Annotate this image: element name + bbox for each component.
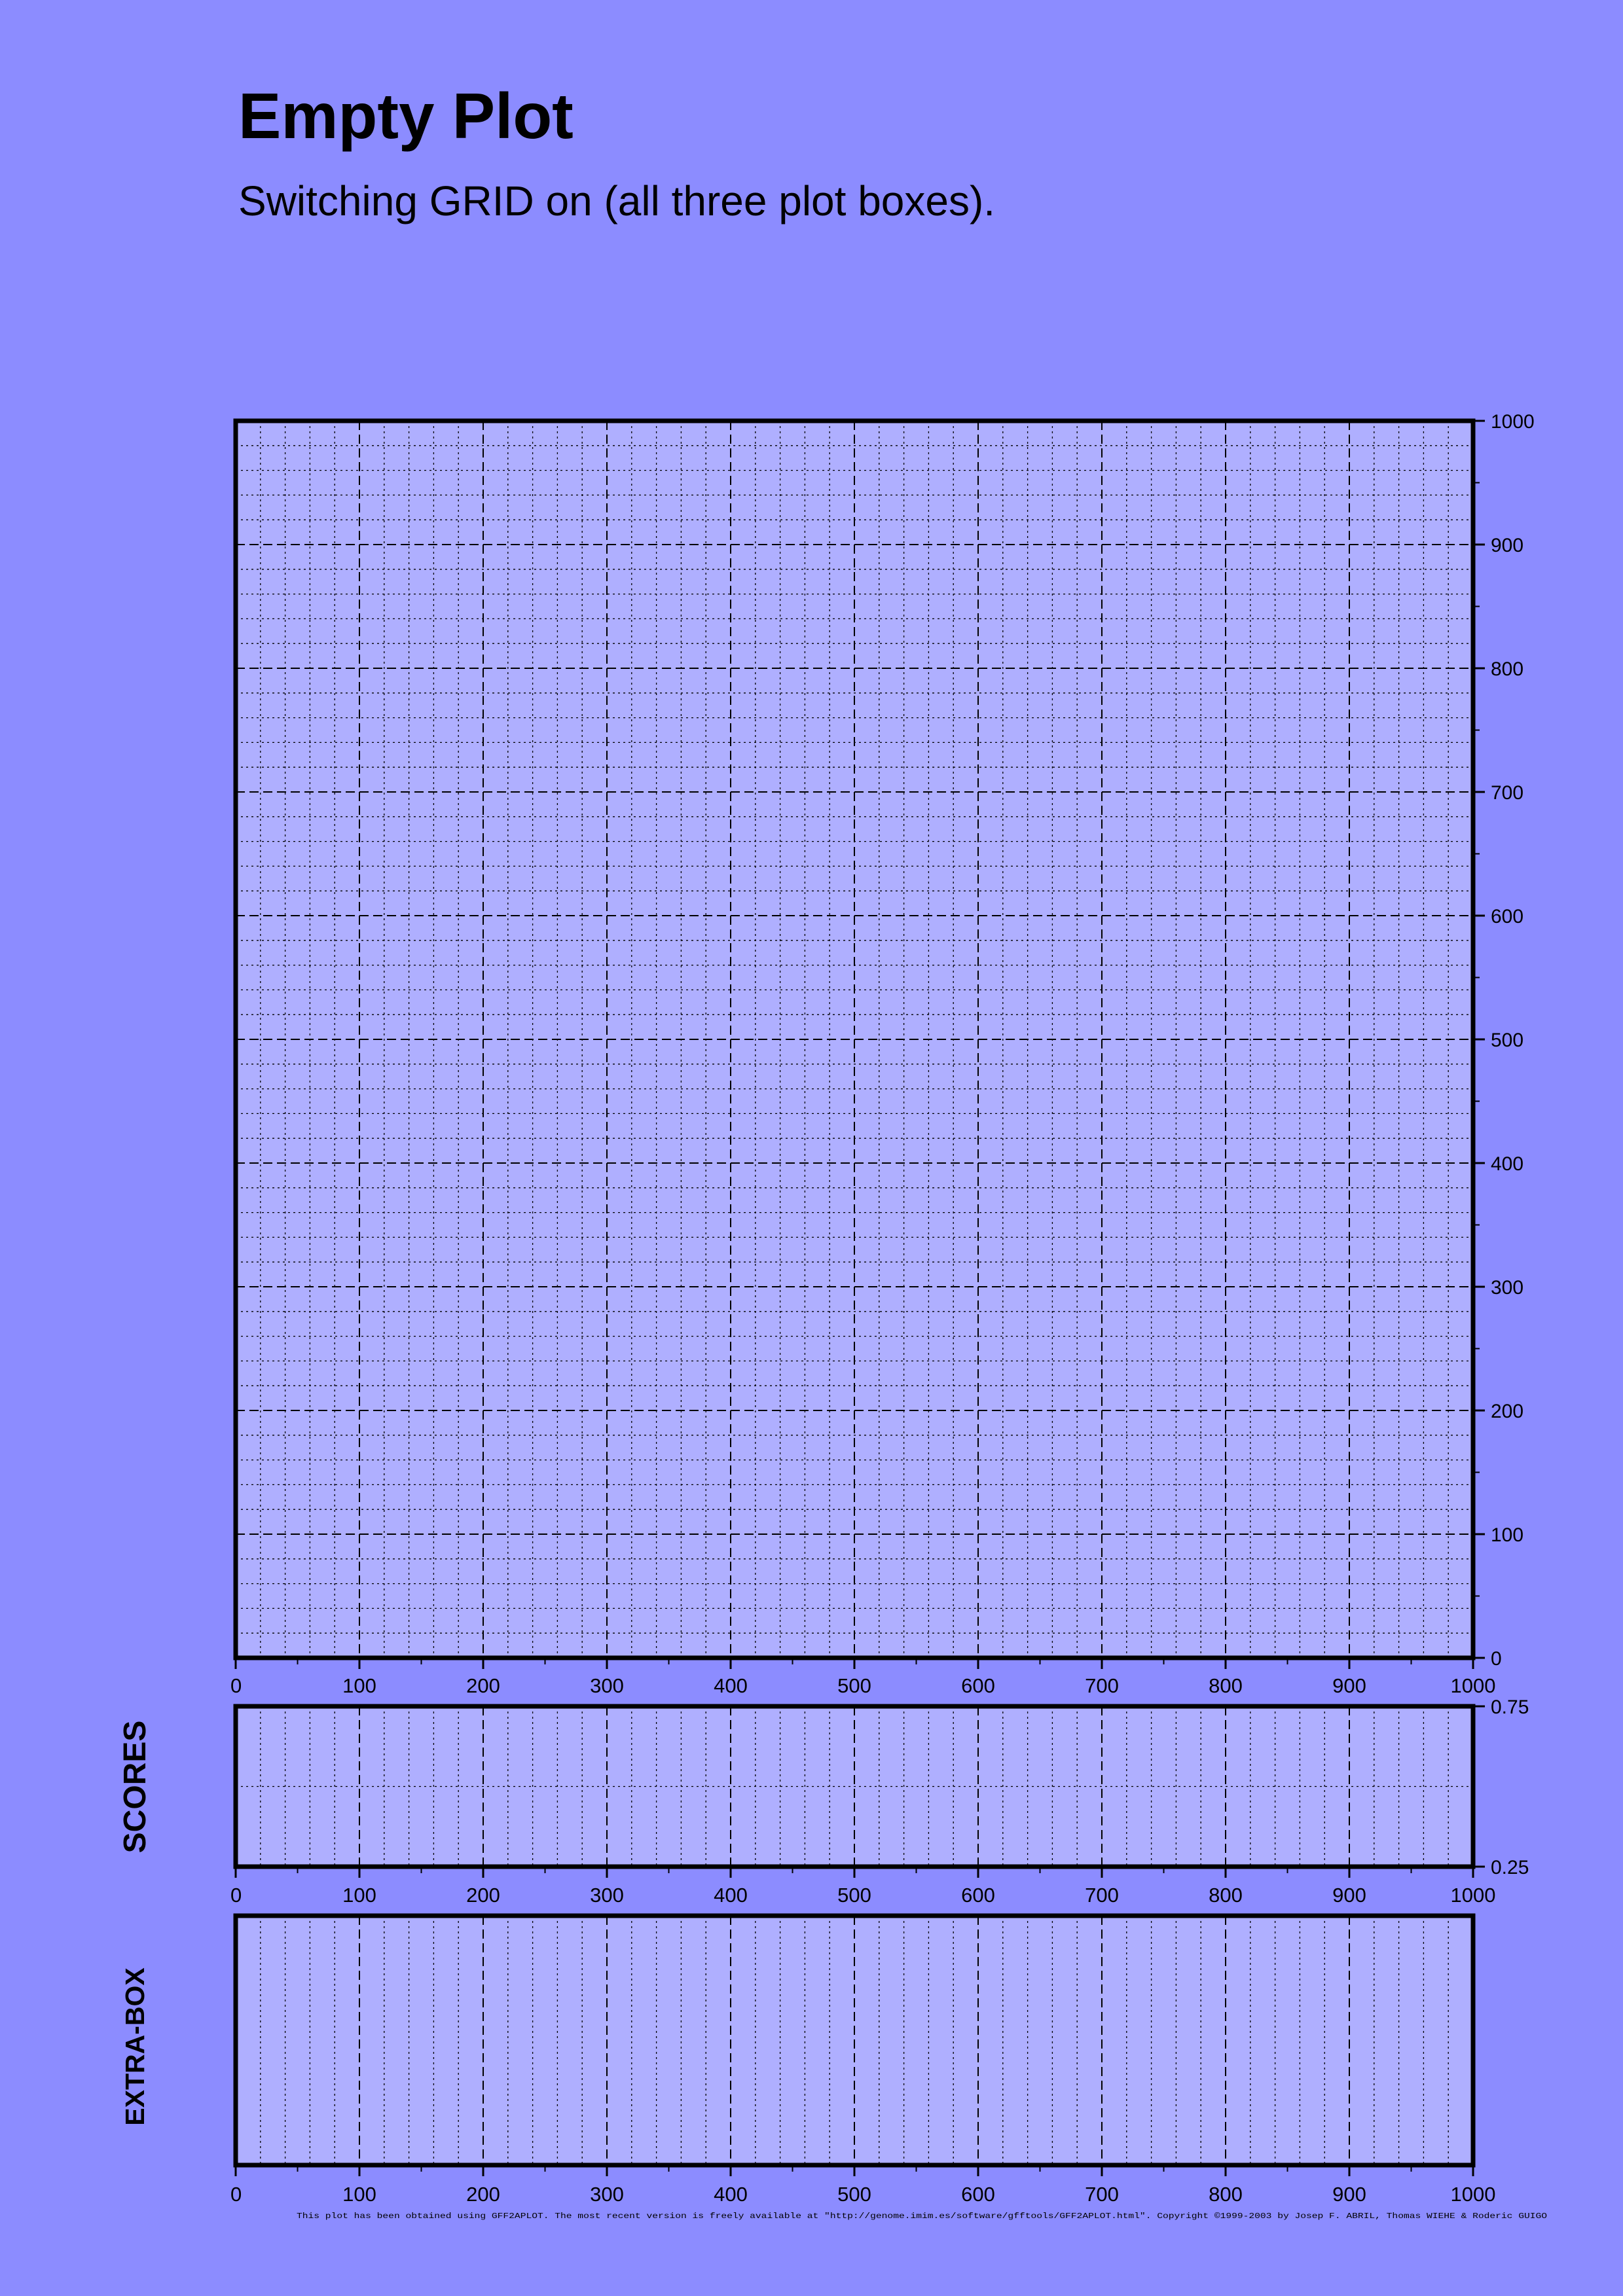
x-tick-label: 100 <box>342 1884 376 1907</box>
x-tick-label: 400 <box>714 1884 748 1907</box>
x-tick-label: 300 <box>590 1884 624 1907</box>
y-tick-label: 600 <box>1491 906 1523 927</box>
y-tick-label: 800 <box>1491 658 1523 680</box>
x-tick-label: 800 <box>1209 1674 1243 1697</box>
x-tick-label: 300 <box>590 2183 624 2206</box>
x-tick-label: 500 <box>837 1674 871 1697</box>
scores-plot-panel: 0.25 0.75 0 100 200 300 400 500 600 700 800 900 1000 <box>230 1696 1529 1907</box>
x-tick-label: 600 <box>961 2183 995 2206</box>
x-tick-label: 800 <box>1209 2183 1243 2206</box>
x-tick-label: 700 <box>1085 1674 1119 1697</box>
x-tick-label: 600 <box>961 1884 995 1907</box>
y-tick-label: 1000 <box>1491 411 1535 433</box>
x-tick-label: 700 <box>1085 2183 1119 2206</box>
x-tick-label: 400 <box>714 2183 748 2206</box>
x-tick-label: 1000 <box>1451 1884 1496 1907</box>
extra-box-side-label: EXTRA-BOX <box>120 1967 150 2125</box>
y-tick-label: 900 <box>1491 535 1523 556</box>
x-tick-label: 900 <box>1332 1884 1366 1907</box>
y-tick-label: 300 <box>1491 1277 1523 1299</box>
y-tick-label: 0.25 <box>1491 1857 1529 1878</box>
y-tick-label: 0.75 <box>1491 1696 1529 1718</box>
x-tick-label: 200 <box>466 1884 500 1907</box>
x-tick-label: 100 <box>342 2183 376 2206</box>
y-tick-label: 700 <box>1491 782 1523 804</box>
y-tick-label: 500 <box>1491 1030 1523 1051</box>
x-tick-label: 300 <box>590 1674 624 1697</box>
x-tick-label: 200 <box>466 2183 500 2206</box>
y-tick-label: 100 <box>1491 1524 1523 1546</box>
page-title: Empty Plot <box>238 80 574 152</box>
x-tick-label: 400 <box>714 1674 748 1697</box>
x-tick-label: 0 <box>230 1674 242 1697</box>
x-tick-label: 600 <box>961 1674 995 1697</box>
extra-box-panel: 0 100 200 300 400 500 600 700 800 900 1000 <box>230 1913 1496 2206</box>
scores-side-label: SCORES <box>118 1721 153 1854</box>
y-tick-label: 400 <box>1491 1153 1523 1175</box>
main-plot-panel: 0 100 200 300 400 500 600 700 800 900 1000 0 100 200 3… <box>230 411 1535 1697</box>
x-tick-label: 200 <box>466 1674 500 1697</box>
x-tick-label: 500 <box>837 1884 871 1907</box>
copyright-footer: This plot has been obtained using GFF2AP… <box>297 2212 1547 2221</box>
x-tick-label: 900 <box>1332 2183 1366 2206</box>
y-tick-label: 0 <box>1491 1648 1502 1670</box>
x-tick-label: 900 <box>1332 1674 1366 1697</box>
x-tick-label: 800 <box>1209 1884 1243 1907</box>
x-tick-label: 700 <box>1085 1884 1119 1907</box>
x-tick-label: 1000 <box>1451 2183 1496 2206</box>
x-tick-label: 500 <box>837 2183 871 2206</box>
x-tick-label: 100 <box>342 1674 376 1697</box>
page-subtitle: Switching GRID on (all three plot boxes)… <box>238 177 996 224</box>
x-tick-label: 0 <box>230 2183 242 2206</box>
x-tick-label: 1000 <box>1451 1674 1496 1697</box>
y-tick-label: 200 <box>1491 1401 1523 1422</box>
x-tick-label: 0 <box>230 1884 242 1907</box>
